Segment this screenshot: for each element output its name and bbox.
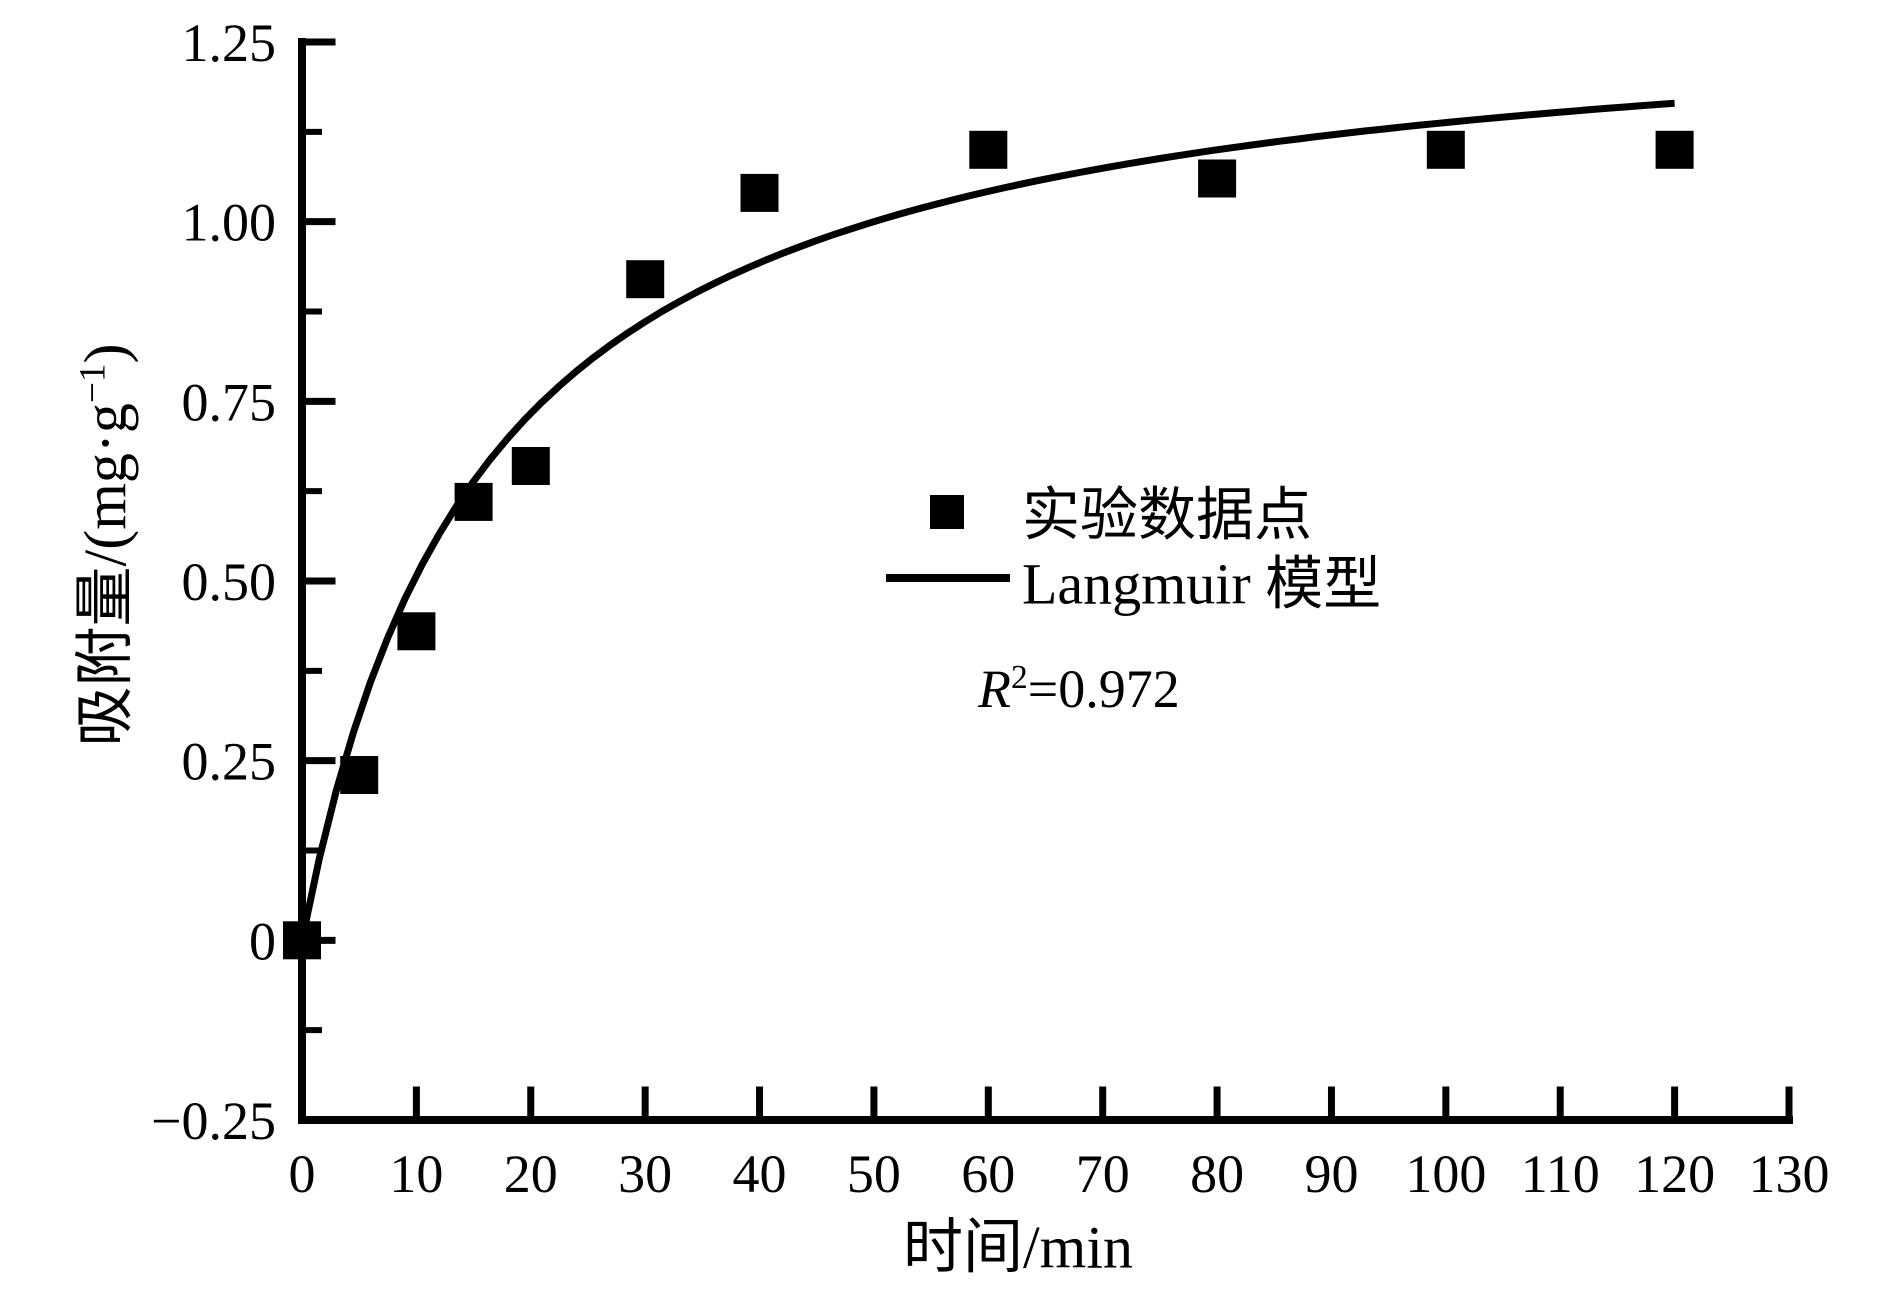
x-axis-tick-label: 10 [389,1144,443,1204]
r-squared-symbol: R [978,659,1011,719]
r-squared-value: =0.972 [1027,659,1180,719]
x-axis-tick-label: 120 [1634,1144,1715,1204]
langmuir-curve [298,99,1675,942]
y-axis-title-text: 吸附量/(mg·g [72,403,139,747]
y-axis-tick-label: 1.25 [182,13,277,73]
x-axis-tick-label: 110 [1521,1144,1600,1204]
x-axis-tick-label: 0 [289,1144,316,1204]
x-axis-tick-label: 100 [1405,1144,1486,1204]
data-point [397,612,436,651]
y-axis-tick-label: 0 [249,911,276,971]
data-point [969,130,1008,169]
x-axis-tick-label: 30 [618,1144,672,1204]
r-squared-exponent: 2 [1011,659,1028,696]
y-axis-tick-label: −0.25 [151,1091,276,1151]
x-axis-tick-label: 90 [1304,1144,1358,1204]
legend-marker-square-icon [930,495,964,529]
y-axis-tick-label: 0.75 [182,372,277,432]
data-point [626,260,665,299]
y-axis-title: 吸附量/(mg·g−1) [57,344,144,747]
y-axis-tick-label: 0.25 [182,732,277,792]
x-axis-tick-label: 130 [1749,1144,1830,1204]
x-axis-tick-label: 70 [1076,1144,1130,1204]
data-point [1426,130,1465,169]
x-axis-title: 时间/min [902,1214,1134,1281]
x-axis-tick-label: 80 [1190,1144,1244,1204]
data-point [1655,130,1694,169]
y-axis-tick-label: 0.50 [182,552,277,612]
legend-label-experimental-points: 实验数据点 [1022,482,1313,548]
x-axis-tick-label: 20 [504,1144,558,1204]
data-point [283,921,321,960]
data-point [740,173,779,212]
data-point [1198,159,1237,198]
y-axis-title-suffix: ) [72,343,139,364]
y-axis-tick-label: 1.00 [182,193,277,253]
data-point [454,482,493,521]
x-axis-tick-label: 50 [847,1144,901,1204]
legend-marker-line-icon [886,574,1010,582]
x-axis-tick-label: 60 [961,1144,1015,1204]
data-point [511,447,550,485]
legend-label-langmuir-model: Langmuir 模型 [1022,551,1382,617]
x-axis-tick-label: 40 [733,1144,787,1204]
r-squared-annotation: R2=0.972 [978,658,1180,720]
y-axis-title-exponent: −1 [72,363,114,404]
data-point [340,756,379,794]
